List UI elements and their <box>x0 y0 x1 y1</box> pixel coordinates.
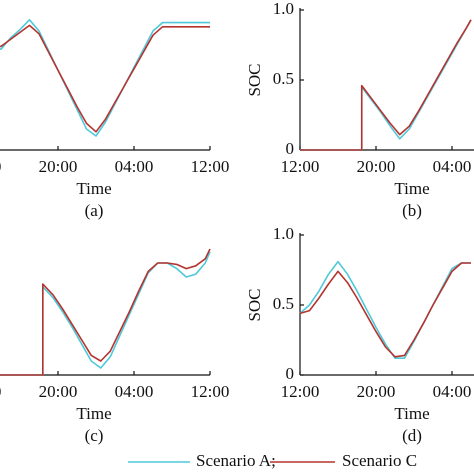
series-line <box>0 251 211 376</box>
x-tick-label: 20:00 <box>39 157 78 176</box>
panel-label: (b) <box>402 201 422 220</box>
panel-label: (d) <box>402 426 422 445</box>
x-tick-label: 04:00 <box>433 382 472 401</box>
series-line <box>300 19 472 151</box>
x-tick-label: 12:00 <box>191 157 230 176</box>
y-tick-label: 0.5 <box>273 294 294 313</box>
x-tick-label: 12:00 <box>281 382 320 401</box>
y-axis-label: SOC <box>245 288 264 321</box>
legend-label: Scenario C <box>342 451 417 470</box>
x-tick-label: 12:00 <box>281 157 320 176</box>
x-axis-label: Time <box>76 179 111 198</box>
x-axis-label: Time <box>394 179 429 198</box>
y-tick-label: 0 <box>286 364 295 383</box>
x-tick-label: 20:00 <box>357 157 396 176</box>
series-line <box>299 260 471 359</box>
y-tick-label: 1.0 <box>273 0 294 18</box>
x-tick-label: 12:00 <box>0 382 1 401</box>
series-line <box>0 24 210 133</box>
panel-label: (a) <box>85 201 104 220</box>
x-tick-label: 04:00 <box>433 157 472 176</box>
x-tick-label: 12:00 <box>191 382 230 401</box>
legend-label: Scenario A; <box>196 451 276 470</box>
x-axis-label: Time <box>394 404 429 423</box>
panel-label: (c) <box>85 426 104 445</box>
series-line <box>0 248 211 376</box>
series-line <box>299 262 471 358</box>
x-tick-label: 04:00 <box>115 157 154 176</box>
y-tick-label: 1.0 <box>273 224 294 243</box>
x-tick-label: 12:00 <box>0 157 1 176</box>
x-tick-label: 20:00 <box>39 382 78 401</box>
y-axis-label: SOC <box>245 63 264 96</box>
y-tick-label: 0 <box>286 139 295 158</box>
y-tick-label: 0.5 <box>273 69 294 88</box>
x-axis-label: Time <box>76 404 111 423</box>
series-line <box>0 19 210 137</box>
x-tick-label: 04:00 <box>115 382 154 401</box>
x-tick-label: 20:00 <box>357 382 396 401</box>
series-line <box>300 19 472 151</box>
